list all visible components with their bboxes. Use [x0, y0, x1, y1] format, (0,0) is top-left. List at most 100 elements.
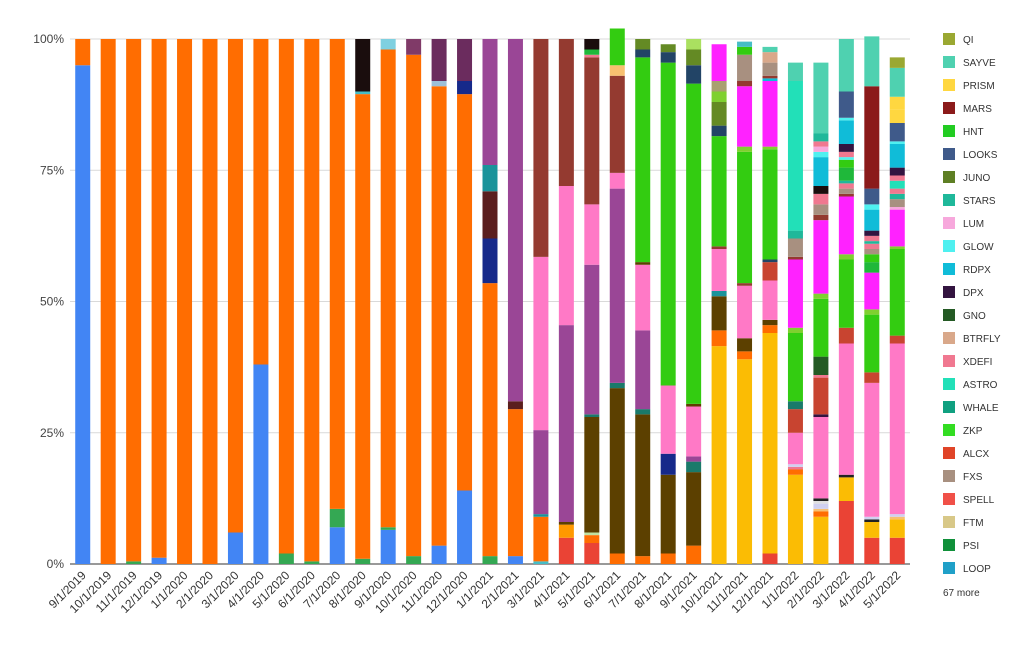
legend-label: PSI — [963, 541, 979, 552]
bar-segment — [813, 511, 829, 517]
bar-segment — [253, 364, 269, 564]
bar-segment — [838, 254, 854, 260]
legend-label: WHALE — [963, 403, 999, 414]
bar-segment — [635, 39, 651, 50]
bar-segment — [355, 558, 371, 564]
bar-segment — [737, 81, 753, 87]
bar-segment — [813, 298, 829, 357]
bar-segment — [813, 204, 829, 215]
legend-swatch — [943, 217, 955, 229]
bar-segment — [889, 57, 905, 68]
bar-segment — [558, 325, 574, 522]
bar-segment — [762, 553, 778, 564]
bar-segment — [813, 214, 829, 221]
bar-segment — [864, 314, 880, 373]
bar-segment — [889, 67, 905, 97]
bar-segment — [813, 375, 829, 378]
legend-more[interactable]: 67 more — [943, 588, 980, 599]
bar-segment — [838, 327, 854, 344]
bar-segment — [787, 409, 803, 433]
legend-label: HNT — [963, 127, 984, 138]
bar-segment — [864, 243, 880, 249]
bar-segment — [406, 39, 422, 55]
bar-segment — [609, 28, 625, 66]
bar-segment — [889, 519, 905, 538]
bar-segment — [482, 191, 498, 239]
bar-segment — [329, 527, 345, 564]
bar-segment — [889, 141, 905, 144]
bar-segment — [737, 351, 753, 360]
bar-segment — [813, 151, 829, 158]
bar-segment — [762, 78, 778, 81]
legend-swatch — [943, 516, 955, 528]
bar-segment — [635, 409, 651, 415]
bar-segment — [813, 498, 829, 501]
legend-swatch — [943, 539, 955, 551]
bar-segment — [533, 430, 549, 515]
bar-segment — [787, 474, 803, 564]
legend-swatch — [943, 240, 955, 252]
bar-segment — [227, 532, 243, 564]
bar-segment — [686, 39, 702, 50]
bar-segment — [482, 39, 498, 165]
bar-segment — [762, 280, 778, 320]
legend-swatch — [943, 401, 955, 413]
bar-segment — [889, 246, 905, 249]
bar-segment — [838, 117, 854, 121]
bar-segment — [686, 456, 702, 462]
bar-segment — [737, 285, 753, 339]
bar-segment — [838, 39, 854, 92]
bar-segment — [584, 204, 600, 265]
bar-segment — [507, 556, 523, 564]
bar-segment — [380, 49, 396, 528]
bar-segment — [889, 207, 905, 210]
bar-segment — [813, 414, 829, 417]
bar-segment — [737, 54, 753, 81]
bar-segment — [457, 490, 473, 564]
bar-segment — [584, 49, 600, 55]
bar-segment — [355, 94, 371, 559]
bar-segment — [660, 52, 676, 63]
bar-segment — [686, 83, 702, 404]
legend-label: SAYVE — [963, 58, 996, 69]
bar-segment — [838, 501, 854, 564]
bar-segment — [864, 522, 880, 538]
legend-label: LOOP — [963, 564, 991, 575]
bar-segment — [737, 359, 753, 564]
bar-segment — [889, 188, 905, 194]
legend-label: DPX — [963, 288, 984, 299]
legend-swatch — [943, 148, 955, 160]
bar-segment — [838, 477, 854, 501]
bar-segment — [813, 62, 829, 134]
bar-segment — [787, 401, 803, 410]
bar-segment — [609, 553, 625, 564]
bar-segment — [838, 183, 854, 189]
legend-label: ASTRO — [963, 380, 998, 391]
bar-segment — [889, 180, 905, 189]
bar-segment — [355, 91, 371, 95]
bar-segment — [686, 461, 702, 473]
bar-segment — [533, 514, 549, 517]
bar-segment — [864, 204, 880, 210]
y-tick-label: 50% — [40, 295, 64, 309]
bar-segment — [787, 464, 803, 467]
bar-segment — [838, 167, 854, 181]
bar-segment — [482, 165, 498, 192]
bar-segment — [838, 144, 854, 152]
bar-segment — [762, 259, 778, 263]
legend-swatch — [943, 286, 955, 298]
legend-swatch — [943, 447, 955, 459]
bar-segment — [813, 141, 829, 147]
bar-segment — [406, 54, 422, 557]
legend-swatch — [943, 125, 955, 137]
bar-segment — [711, 291, 727, 297]
bar-segment — [762, 333, 778, 554]
legend-swatch — [943, 562, 955, 574]
legend-label: RDPX — [963, 265, 991, 276]
bar-segment — [762, 62, 778, 76]
bar-segment — [660, 44, 676, 53]
bar-segment — [787, 259, 803, 328]
bar-segment — [889, 516, 905, 520]
bar-segment — [838, 159, 854, 168]
bar-segment — [787, 432, 803, 465]
